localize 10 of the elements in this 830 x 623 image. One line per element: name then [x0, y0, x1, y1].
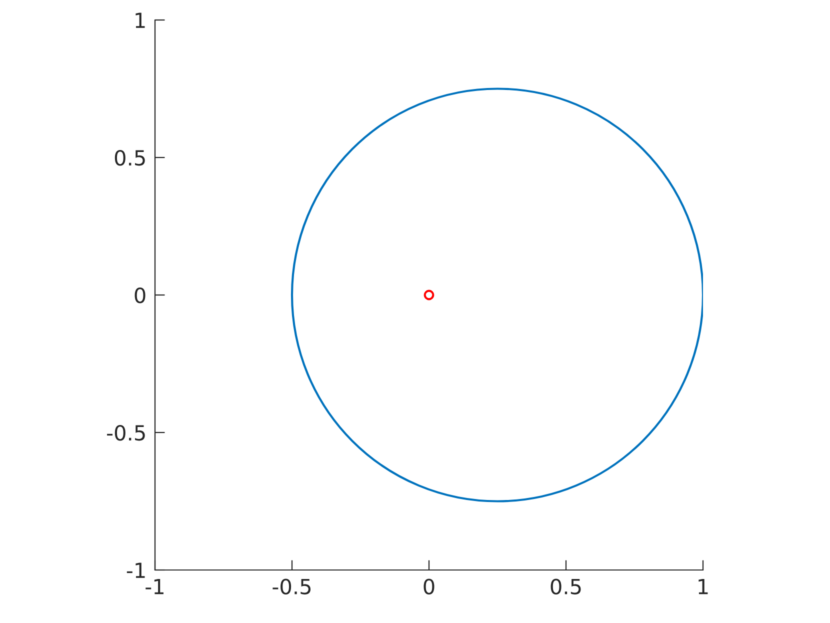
x-tick-label: 0.5	[550, 578, 581, 594]
y-tick-label: 0.5	[114, 150, 145, 166]
x-tick-label: 0	[424, 578, 434, 594]
y-tick-label: -0.5	[107, 424, 145, 441]
y-tick-label: 0	[134, 287, 146, 304]
y-tick-label: 1	[136, 12, 145, 28]
x-tick-label: -0.5	[272, 578, 311, 594]
x-tick-label: -1	[146, 578, 164, 594]
x-tick-label: 1	[698, 578, 708, 594]
y-tick-label: -1	[126, 562, 145, 578]
